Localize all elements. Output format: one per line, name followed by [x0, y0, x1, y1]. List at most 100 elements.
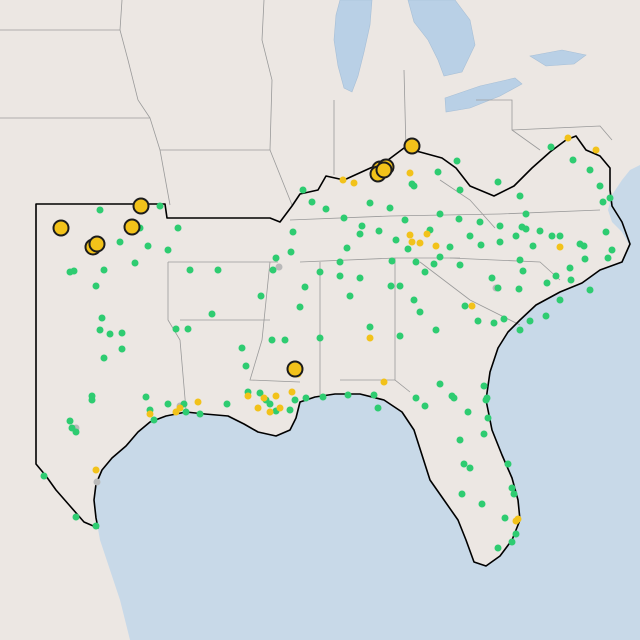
- green-location-marker[interactable]: [416, 308, 424, 316]
- green-location-marker[interactable]: [387, 282, 395, 290]
- green-location-marker[interactable]: [186, 266, 194, 274]
- green-location-marker[interactable]: [483, 394, 491, 402]
- green-location-marker[interactable]: [238, 344, 246, 352]
- green-location-marker[interactable]: [356, 230, 364, 238]
- yellow-location-marker[interactable]: [592, 146, 600, 154]
- green-location-marker[interactable]: [456, 186, 464, 194]
- green-location-marker[interactable]: [118, 329, 126, 337]
- green-location-marker[interactable]: [106, 330, 114, 338]
- green-location-marker[interactable]: [410, 182, 418, 190]
- green-location-marker[interactable]: [526, 317, 534, 325]
- green-location-marker[interactable]: [308, 198, 316, 206]
- green-location-marker[interactable]: [494, 284, 502, 292]
- green-location-marker[interactable]: [296, 303, 304, 311]
- green-location-marker[interactable]: [516, 192, 524, 200]
- green-location-marker[interactable]: [490, 319, 498, 327]
- green-location-marker[interactable]: [66, 417, 74, 425]
- green-location-marker[interactable]: [388, 257, 396, 265]
- large-yellow-location-marker[interactable]: [123, 218, 141, 236]
- green-location-marker[interactable]: [432, 326, 440, 334]
- green-location-marker[interactable]: [455, 215, 463, 223]
- green-location-marker[interactable]: [412, 258, 420, 266]
- green-location-marker[interactable]: [430, 260, 438, 268]
- yellow-location-marker[interactable]: [254, 404, 262, 412]
- green-location-marker[interactable]: [257, 292, 265, 300]
- green-location-marker[interactable]: [474, 317, 482, 325]
- green-location-marker[interactable]: [477, 241, 485, 249]
- yellow-location-marker[interactable]: [146, 410, 154, 418]
- green-location-marker[interactable]: [547, 143, 555, 151]
- green-location-marker[interactable]: [322, 205, 330, 213]
- green-location-marker[interactable]: [208, 310, 216, 318]
- green-location-marker[interactable]: [72, 428, 80, 436]
- gray-location-marker[interactable]: [275, 263, 283, 271]
- green-location-marker[interactable]: [256, 389, 264, 397]
- green-location-marker[interactable]: [542, 312, 550, 320]
- green-location-marker[interactable]: [456, 436, 464, 444]
- green-location-marker[interactable]: [436, 210, 444, 218]
- green-location-marker[interactable]: [410, 296, 418, 304]
- green-location-marker[interactable]: [116, 238, 124, 246]
- green-location-marker[interactable]: [66, 268, 74, 276]
- green-location-marker[interactable]: [529, 242, 537, 250]
- yellow-location-marker[interactable]: [244, 392, 252, 400]
- green-location-marker[interactable]: [552, 272, 560, 280]
- yellow-location-marker[interactable]: [172, 408, 180, 416]
- green-location-marker[interactable]: [476, 218, 484, 226]
- green-location-marker[interactable]: [478, 500, 486, 508]
- green-location-marker[interactable]: [543, 279, 551, 287]
- green-location-marker[interactable]: [272, 254, 280, 262]
- green-location-marker[interactable]: [374, 404, 382, 412]
- green-location-marker[interactable]: [96, 326, 104, 334]
- green-location-marker[interactable]: [401, 216, 409, 224]
- green-location-marker[interactable]: [606, 194, 614, 202]
- green-location-marker[interactable]: [567, 276, 575, 284]
- green-location-marker[interactable]: [144, 242, 152, 250]
- green-location-marker[interactable]: [446, 243, 454, 251]
- green-location-marker[interactable]: [508, 484, 516, 492]
- green-location-marker[interactable]: [580, 242, 588, 250]
- green-location-marker[interactable]: [522, 225, 530, 233]
- green-location-marker[interactable]: [100, 354, 108, 362]
- green-location-marker[interactable]: [118, 345, 126, 353]
- green-location-marker[interactable]: [461, 302, 469, 310]
- yellow-location-marker[interactable]: [406, 169, 414, 177]
- green-location-marker[interactable]: [40, 472, 48, 480]
- green-location-marker[interactable]: [396, 332, 404, 340]
- green-location-marker[interactable]: [586, 166, 594, 174]
- green-location-marker[interactable]: [286, 406, 294, 414]
- green-location-marker[interactable]: [421, 402, 429, 410]
- green-location-marker[interactable]: [150, 416, 158, 424]
- green-location-marker[interactable]: [448, 392, 456, 400]
- green-location-marker[interactable]: [412, 394, 420, 402]
- large-yellow-location-marker[interactable]: [88, 235, 106, 253]
- green-location-marker[interactable]: [336, 258, 344, 266]
- green-location-marker[interactable]: [556, 232, 564, 240]
- green-location-marker[interactable]: [299, 186, 307, 194]
- green-location-marker[interactable]: [88, 392, 96, 400]
- green-location-marker[interactable]: [536, 227, 544, 235]
- green-location-marker[interactable]: [287, 248, 295, 256]
- large-yellow-location-marker[interactable]: [132, 197, 150, 215]
- green-location-marker[interactable]: [510, 490, 518, 498]
- green-location-marker[interactable]: [358, 222, 366, 230]
- green-location-marker[interactable]: [281, 336, 289, 344]
- green-location-marker[interactable]: [500, 315, 508, 323]
- yellow-location-marker[interactable]: [423, 230, 431, 238]
- green-location-marker[interactable]: [289, 228, 297, 236]
- green-location-marker[interactable]: [266, 400, 274, 408]
- green-location-marker[interactable]: [569, 156, 577, 164]
- green-location-marker[interactable]: [436, 253, 444, 261]
- green-location-marker[interactable]: [566, 264, 574, 272]
- large-yellow-location-marker[interactable]: [403, 137, 421, 155]
- green-location-marker[interactable]: [182, 408, 190, 416]
- green-location-marker[interactable]: [386, 204, 394, 212]
- green-location-marker[interactable]: [316, 268, 324, 276]
- green-location-marker[interactable]: [516, 326, 524, 334]
- green-location-marker[interactable]: [346, 292, 354, 300]
- green-location-marker[interactable]: [488, 274, 496, 282]
- yellow-location-marker[interactable]: [468, 302, 476, 310]
- green-location-marker[interactable]: [501, 514, 509, 522]
- green-location-marker[interactable]: [581, 255, 589, 263]
- yellow-location-marker[interactable]: [366, 334, 374, 342]
